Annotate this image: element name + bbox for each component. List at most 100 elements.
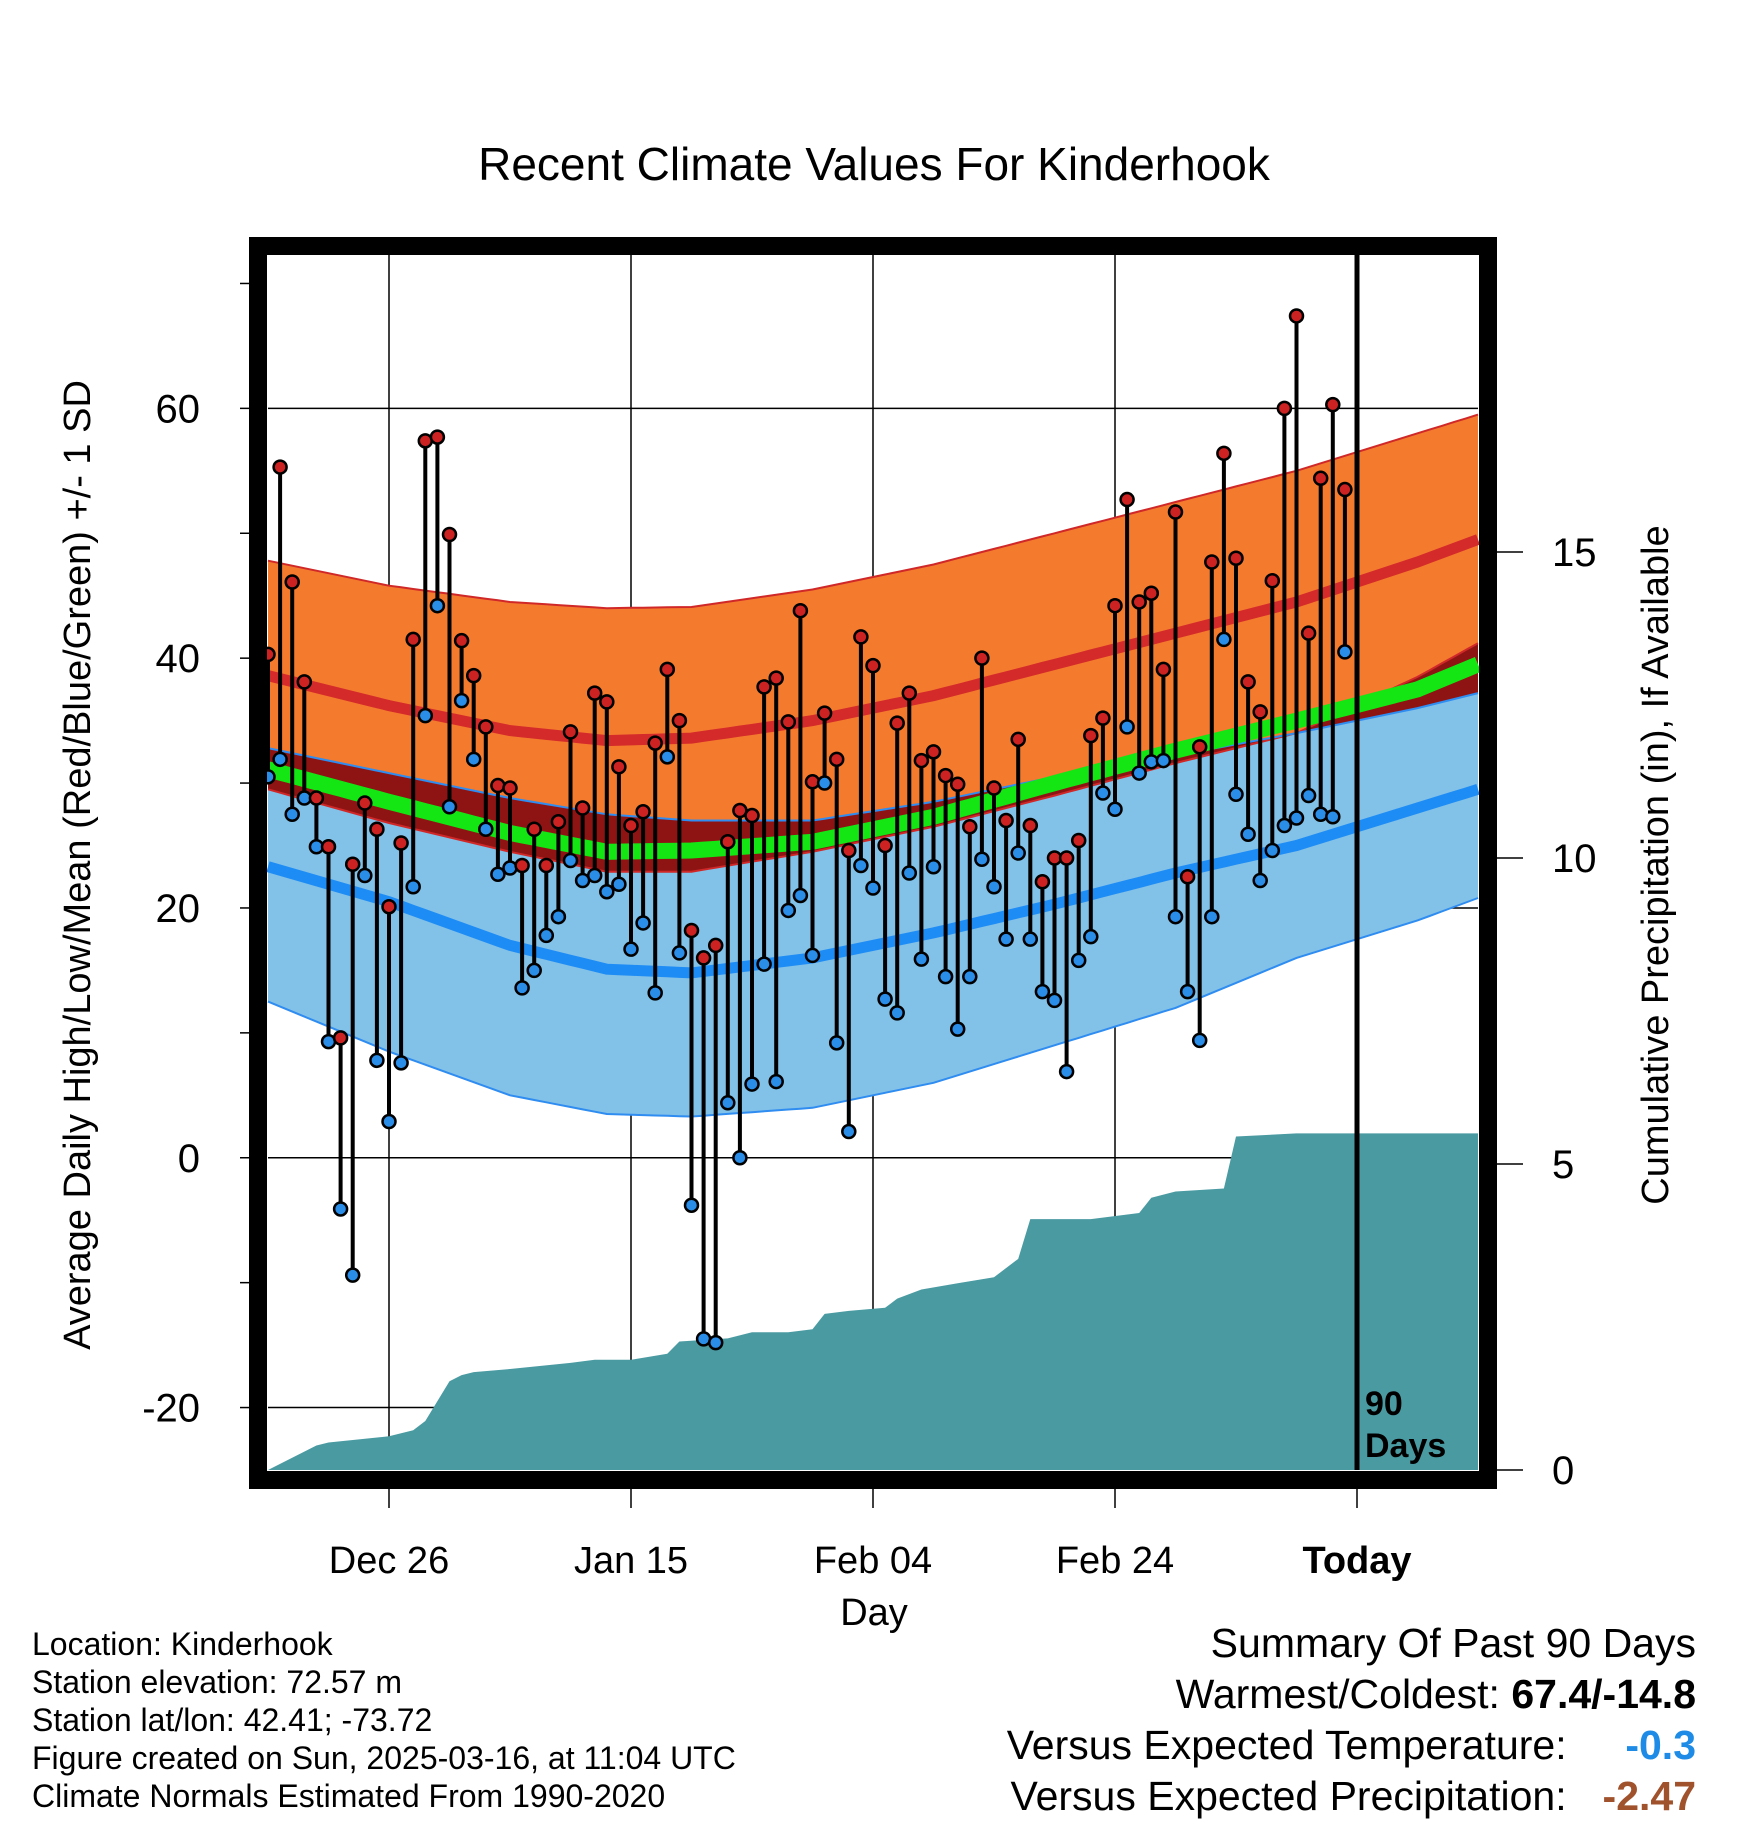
low-point xyxy=(707,1334,724,1351)
low-point xyxy=(756,956,772,972)
low-point xyxy=(1325,809,1341,825)
high-point xyxy=(1083,727,1099,744)
high-point xyxy=(865,657,881,674)
x-tick-label: Dec 26 xyxy=(329,1540,449,1582)
precip-value: -2.47 xyxy=(1602,1773,1696,1819)
low-point xyxy=(1046,992,1063,1009)
high-point xyxy=(1288,308,1305,324)
low-point xyxy=(1276,817,1293,834)
high-point xyxy=(344,856,361,872)
high-point xyxy=(550,814,567,830)
low-point xyxy=(369,1052,385,1069)
low-point xyxy=(1022,931,1039,947)
today-marker-label: 90 xyxy=(1365,1385,1403,1423)
low-point xyxy=(1300,787,1317,804)
location-text: Location: Kinderhook xyxy=(32,1626,333,1662)
today-marker-label: Days xyxy=(1365,1427,1446,1465)
y-tick-label: 20 xyxy=(156,887,201,931)
low-point xyxy=(1240,826,1256,843)
high-point xyxy=(453,632,470,649)
low-point xyxy=(284,806,300,823)
high-point xyxy=(1337,481,1353,498)
high-point xyxy=(296,674,313,690)
low-point xyxy=(393,1055,409,1071)
x-tick-label: Jan 15 xyxy=(574,1540,688,1582)
high-point xyxy=(1216,445,1232,462)
low-point xyxy=(949,1021,966,1037)
high-point xyxy=(647,735,663,751)
high-point xyxy=(707,937,724,954)
low-point xyxy=(1083,928,1099,945)
low-point xyxy=(1216,631,1232,648)
low-point xyxy=(1288,810,1305,826)
low-point xyxy=(1252,872,1268,889)
low-point xyxy=(538,927,555,944)
high-point xyxy=(465,667,482,684)
low-point xyxy=(502,860,518,876)
y-tick-label: 60 xyxy=(156,387,201,431)
low-point xyxy=(465,751,482,768)
low-point xyxy=(635,915,651,931)
high-point xyxy=(514,857,530,874)
high-point xyxy=(611,759,627,775)
warm-cold-row: Warmest/Coldest: 67.4/-14.8 xyxy=(1007,1669,1696,1720)
high-point xyxy=(502,780,518,796)
high-point xyxy=(828,751,845,768)
low-point xyxy=(599,883,615,900)
high-point xyxy=(1312,470,1329,487)
high-point xyxy=(1300,625,1317,641)
y-tick-label: -20 xyxy=(142,1387,200,1431)
high-point xyxy=(490,777,506,794)
high-point xyxy=(635,804,651,820)
y2-tick-label: 10 xyxy=(1552,837,1597,881)
station-info: Location: Kinderhook Station elevation: … xyxy=(32,1625,736,1815)
low-point xyxy=(937,968,954,985)
high-point xyxy=(284,574,300,590)
low-point xyxy=(998,931,1014,947)
high-point xyxy=(599,694,615,710)
low-point xyxy=(417,707,434,724)
high-point xyxy=(357,795,373,811)
low-point xyxy=(550,908,567,925)
high-point xyxy=(974,650,990,666)
low-point xyxy=(804,947,821,964)
summary-heading: Summary Of Past 90 Days xyxy=(1210,1620,1696,1666)
low-point xyxy=(1070,952,1087,969)
high-point xyxy=(1070,832,1087,849)
temp-row: Versus Expected Temperature: -0.3 xyxy=(1007,1720,1696,1771)
x-tick-label: Feb 24 xyxy=(1056,1540,1174,1582)
high-point xyxy=(925,744,942,760)
high-point xyxy=(937,767,954,784)
low-point xyxy=(272,751,288,768)
high-point xyxy=(586,685,603,701)
high-point xyxy=(1058,850,1075,866)
x-tick-label: Feb 04 xyxy=(814,1540,932,1582)
low-point xyxy=(1179,983,1196,1000)
high-point xyxy=(683,922,700,939)
high-point xyxy=(1191,739,1208,755)
low-point xyxy=(344,1267,361,1283)
low-point xyxy=(1264,842,1281,859)
low-point xyxy=(792,887,809,904)
low-point xyxy=(841,1123,857,1140)
low-point xyxy=(381,1113,397,1130)
high-point xyxy=(1276,400,1293,417)
high-sd-upper-edge xyxy=(267,413,1479,610)
high-point xyxy=(320,839,337,855)
precip-label: Versus Expected Precipitation: xyxy=(1010,1773,1567,1819)
y2-tick-label: 5 xyxy=(1552,1143,1574,1187)
low-point xyxy=(974,851,990,867)
y-tick-label: 40 xyxy=(156,637,201,681)
temp-value: -0.3 xyxy=(1625,1722,1696,1768)
high-point xyxy=(429,429,446,445)
high-point xyxy=(1119,491,1135,508)
high-point xyxy=(574,800,591,816)
high-point xyxy=(780,714,797,730)
high-point xyxy=(998,812,1014,829)
high-point xyxy=(816,705,833,721)
low-point xyxy=(405,878,421,895)
high-point xyxy=(623,817,639,834)
y2-tick-label: 15 xyxy=(1552,531,1597,575)
low-point xyxy=(623,941,639,957)
